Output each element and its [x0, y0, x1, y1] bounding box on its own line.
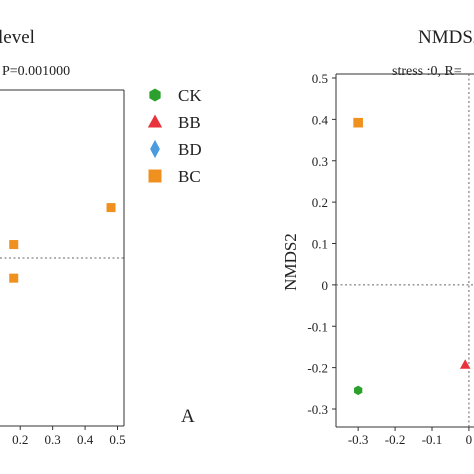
panel-b-y-tick-label: 0.5	[312, 71, 328, 86]
panel-a-title: level	[0, 27, 35, 48]
panel-a-x-tick-label: 0.2	[12, 432, 28, 447]
panel-b-y-tick-label: -0.1	[307, 319, 328, 334]
panel-a-label: A	[181, 406, 195, 427]
panel-a: level P=0.001000 0.2 0.3 0.4 0.5 A	[0, 27, 195, 447]
panel-b-title: NMDS2	[418, 27, 474, 48]
panel-b-x-tick-label: -0.1	[422, 432, 443, 447]
panel-b-x-tick-label: 0	[466, 432, 473, 447]
panel-b-y-tick-label: -0.2	[307, 361, 328, 376]
panel-b-x-tick-label: -0.3	[348, 432, 369, 447]
legend-label-bb: BB	[178, 113, 201, 132]
panel-b-point-ck	[354, 385, 363, 396]
panel-b-points	[353, 117, 471, 396]
panel-b-y-tick-label: 0.4	[312, 112, 329, 127]
panel-a-x-ticks: 0.2 0.3 0.4 0.5	[12, 426, 126, 447]
panel-a-x-tick-label: 0.5	[109, 432, 125, 447]
panel-b-point-bc	[353, 117, 363, 128]
legend: CK BB BD BC	[147, 86, 202, 186]
panel-b-y-tick-label: 0	[322, 278, 329, 293]
panel-b-y-tick-label: 0.3	[312, 154, 328, 169]
panel-a-subtitle: P=0.001000	[2, 64, 70, 79]
panel-a-x-tick-label: 0.3	[45, 432, 61, 447]
panel-b-y-tick-label: 0.2	[312, 195, 328, 210]
panel-b-y-tick-label: -0.3	[307, 402, 328, 417]
panel-b: NMDS2 stress :0, R= 0.5 0.4 0.3 0.2 0.1 0 -0.1…	[281, 27, 474, 447]
panel-b-point-bb	[459, 359, 471, 369]
panel-a-x-tick-label: 0.4	[77, 432, 94, 447]
legend-label-bc: BC	[178, 167, 201, 186]
panel-a-point-bc	[106, 203, 116, 213]
panel-b-y-axis-label: NMDS2	[281, 233, 300, 291]
legend-label-bd: BD	[178, 140, 202, 159]
panel-b-x-tick-label: -0.2	[385, 432, 406, 447]
panel-b-subtitle: stress :0, R=	[392, 64, 462, 79]
panel-b-y-ticks: 0.5 0.4 0.3 0.2 0.1 0 -0.1 -0.2 -0.3	[307, 71, 336, 417]
panel-a-points	[9, 203, 116, 283]
legend-marker-bd	[150, 139, 160, 159]
panel-b-y-tick-label: 0.1	[312, 237, 328, 252]
legend-marker-bc	[148, 169, 162, 183]
panel-b-x-ticks: -0.3 -0.2 -0.1 0	[348, 427, 472, 447]
legend-marker-ck	[149, 88, 161, 102]
panel-a-point-bc	[9, 240, 19, 250]
panel-a-point-bc	[9, 273, 19, 283]
legend-marker-bb	[147, 114, 163, 128]
legend-label-ck: CK	[178, 86, 202, 105]
